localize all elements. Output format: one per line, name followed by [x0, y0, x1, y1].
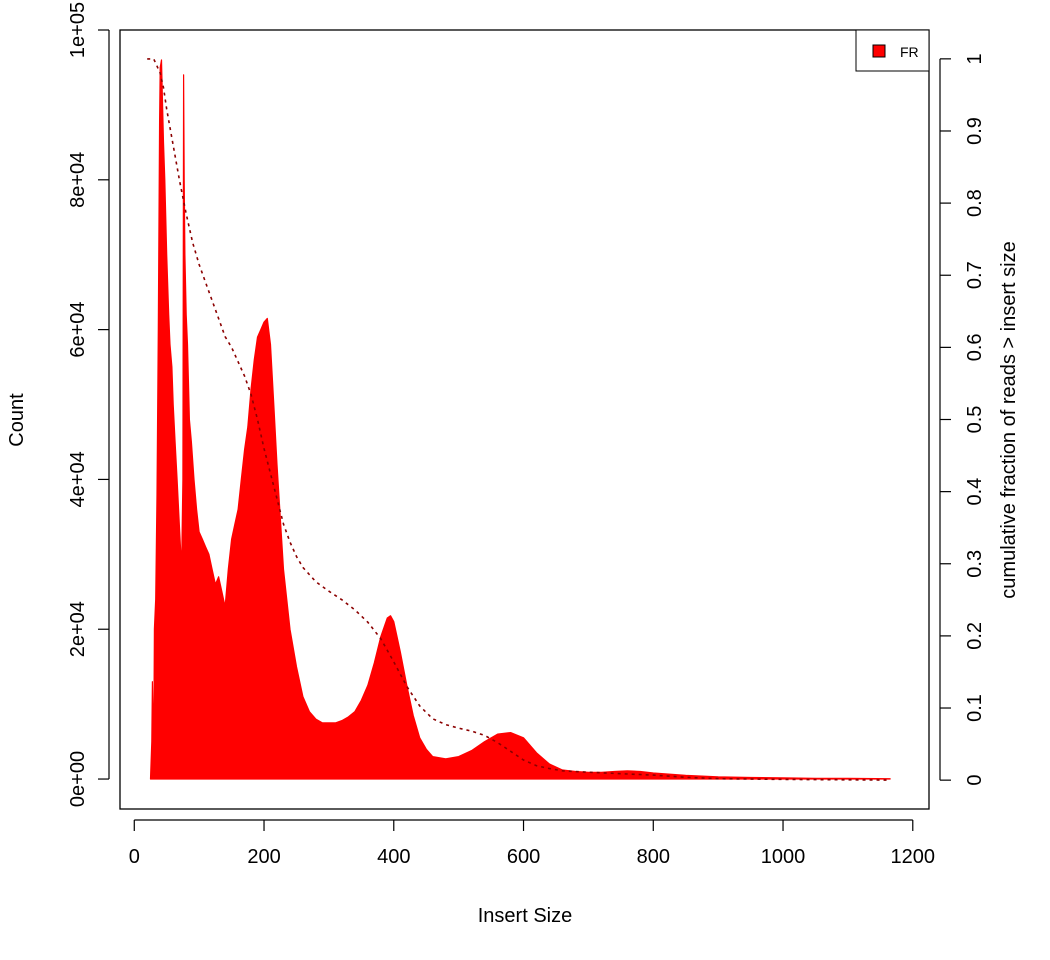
y2-axis-title: cumulative fraction of reads > insert si…	[998, 241, 1020, 598]
legend-box	[855, 29, 930, 72]
cumulative-fraction-line	[147, 58, 891, 781]
y-tick-label: 6e+04	[67, 302, 89, 358]
y-axis-left: 0e+00 2e+04 4e+04 6e+04 8e+04 1e+05	[67, 2, 110, 807]
y2-tick-label: 0.5	[964, 406, 986, 434]
x-tick-label: 1000	[761, 846, 806, 868]
histogram-layer	[149, 59, 891, 780]
y2-tick-label: 0.3	[964, 550, 986, 578]
y2-tick-label: 0.4	[964, 478, 986, 506]
y-tick-label: 2e+04	[67, 601, 89, 657]
y-tick-label: 4e+04	[67, 451, 89, 507]
plot-frame	[119, 29, 930, 810]
legend-label-fr: FR	[900, 44, 919, 60]
x-axis-title: Insert Size	[478, 905, 572, 927]
y2-tick-label: 0.9	[964, 117, 986, 145]
y2-tick-label: 0.8	[964, 189, 986, 217]
x-tick-label: 200	[247, 846, 280, 868]
y-tick-label: 0e+00	[67, 751, 89, 807]
x-tick-label: 600	[507, 846, 540, 868]
x-tick-label: 0	[129, 846, 140, 868]
legend: FR	[855, 29, 930, 72]
y-axis-right: 0 0.1 0.2 0.3 0.4 0.5 0.6 0.7 0.8 0.9 1	[939, 53, 986, 786]
y2-tick-label: 0.6	[964, 333, 986, 361]
histogram-area-fr	[149, 59, 891, 780]
y-tick-label: 1e+05	[67, 2, 89, 58]
cumulative-line-layer	[147, 58, 891, 781]
x-axis: 0 200 400 600 800 1000 1200	[129, 819, 936, 868]
legend-swatch-fr	[872, 44, 886, 58]
y-tick-label: 8e+04	[67, 152, 89, 208]
y2-tick-label: 0	[964, 775, 986, 786]
y2-tick-label: 1	[964, 53, 986, 64]
y2-tick-label: 0.1	[964, 694, 986, 722]
x-tick-label: 800	[637, 846, 670, 868]
y2-tick-label: 0.2	[964, 622, 986, 650]
y2-tick-label: 0.7	[964, 261, 986, 289]
x-tick-label: 1200	[891, 846, 936, 868]
x-tick-label: 400	[377, 846, 410, 868]
y-axis-title: Count	[6, 393, 28, 447]
